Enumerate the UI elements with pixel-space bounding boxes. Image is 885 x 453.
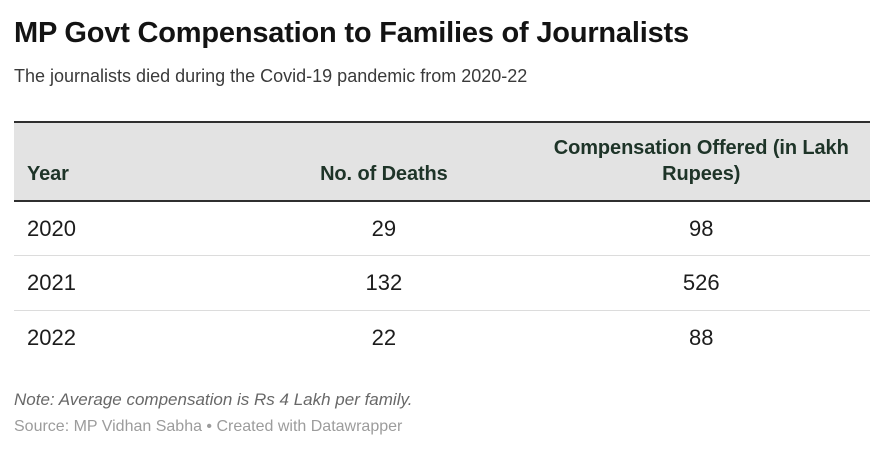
chart-source-line: Source: MP Vidhan Sabha • Created with D… <box>14 417 870 436</box>
column-header-year: Year <box>14 120 236 202</box>
chart-note: Note: Average compensation is Rs 4 Lakh … <box>14 389 413 409</box>
cell-deaths: 22 <box>371 324 397 350</box>
cell-year: 2022 <box>27 324 76 350</box>
source-text: Source: MP Vidhan Sabha <box>14 418 202 436</box>
chart-subtitle: The journalists died during the Covid-19… <box>14 66 528 87</box>
cell-year: 2021 <box>14 255 236 311</box>
cell-deaths: 29 <box>235 200 533 257</box>
cell-compensation: 98 <box>532 200 870 257</box>
column-header-compensation: Compensation Offered (in Lakh Rupees) <box>532 120 870 202</box>
table-row: 2020 29 98 <box>14 200 870 257</box>
cell-deaths: 132 <box>235 255 533 311</box>
page-title: MP Govt Compensation to Families of Jour… <box>14 17 689 49</box>
table-row: 2022 22 88 <box>14 310 870 364</box>
column-header-deaths: No. of Deaths <box>235 120 533 202</box>
table-header-row: Year No. of Deaths Compensation Offered … <box>14 120 870 202</box>
source-separator: • <box>201 418 217 436</box>
datawrapper-credit-link[interactable]: Created with Datawrapper <box>216 418 403 436</box>
table-row: 2021 132 526 <box>14 255 870 311</box>
cell-year: 2020 <box>14 200 236 257</box>
cell-compensation: 88 <box>689 324 714 350</box>
cell-compensation: 526 <box>532 255 870 311</box>
data-table: Year No. of Deaths Compensation Offered … <box>14 120 870 364</box>
